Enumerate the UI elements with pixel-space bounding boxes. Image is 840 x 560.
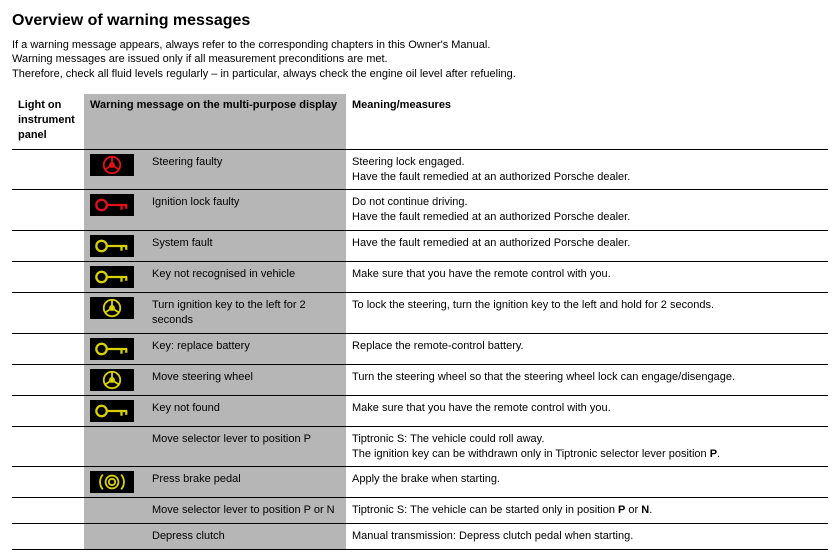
light-cell	[12, 395, 84, 426]
light-cell	[12, 426, 84, 467]
meaning-cell: Do not continue driving.Have the fault r…	[346, 190, 828, 231]
light-cell	[12, 498, 84, 524]
message-cell: Move selector lever to position P or N	[146, 498, 346, 524]
warning-table: Light on instrument panel Warning messag…	[12, 94, 828, 550]
icon-cell	[84, 333, 146, 364]
intro-block: If a warning message appears, always ref…	[12, 38, 828, 83]
steering-icon	[90, 369, 134, 391]
steering-icon	[90, 154, 134, 176]
key-icon	[90, 235, 134, 257]
table-row: Move steering wheelTurn the steering whe…	[12, 364, 828, 395]
light-cell	[12, 149, 84, 190]
light-cell	[12, 524, 84, 550]
table-row: Move selector lever to position P or NTi…	[12, 498, 828, 524]
table-row: Depress clutchManual transmission: Depre…	[12, 524, 828, 550]
table-row: Key not recognised in vehicleMake sure t…	[12, 262, 828, 293]
icon-cell	[84, 524, 146, 550]
message-cell: Steering faulty	[146, 149, 346, 190]
light-cell	[12, 262, 84, 293]
meaning-cell: Tiptronic S: The vehicle could roll away…	[346, 426, 828, 467]
meaning-cell: Make sure that you have the remote contr…	[346, 262, 828, 293]
meaning-cell: Apply the brake when starting.	[346, 467, 828, 498]
light-cell	[12, 293, 84, 334]
table-row: Move selector lever to position PTiptron…	[12, 426, 828, 467]
message-cell: System fault	[146, 231, 346, 262]
header-message: Warning message on the multi-purpose dis…	[84, 94, 346, 149]
icon-cell	[84, 395, 146, 426]
icon-cell	[84, 293, 146, 334]
light-cell	[12, 231, 84, 262]
table-row: Key: replace batteryReplace the remote-c…	[12, 333, 828, 364]
icon-cell	[84, 364, 146, 395]
message-cell: Press brake pedal	[146, 467, 346, 498]
icon-cell	[84, 190, 146, 231]
meaning-cell: Tiptronic S: The vehicle can be started …	[346, 498, 828, 524]
key-icon	[90, 194, 134, 216]
table-row: Ignition lock faultyDo not continue driv…	[12, 190, 828, 231]
table-row: System faultHave the fault remedied at a…	[12, 231, 828, 262]
message-cell: Ignition lock faulty	[146, 190, 346, 231]
meaning-cell: Replace the remote-control battery.	[346, 333, 828, 364]
message-cell: Move selector lever to position P	[146, 426, 346, 467]
intro-line: If a warning message appears, always ref…	[12, 38, 828, 53]
message-cell: Move steering wheel	[146, 364, 346, 395]
page-title: Overview of warning messages	[12, 10, 828, 32]
light-cell	[12, 364, 84, 395]
intro-line: Therefore, check all fluid levels regula…	[12, 67, 828, 82]
meaning-cell: Make sure that you have the remote contr…	[346, 395, 828, 426]
table-row: Turn ignition key to the left for 2 seco…	[12, 293, 828, 334]
message-cell: Key not found	[146, 395, 346, 426]
meaning-cell: Steering lock engaged.Have the fault rem…	[346, 149, 828, 190]
header-meaning: Meaning/measures	[346, 94, 828, 149]
meaning-cell: Turn the steering wheel so that the stee…	[346, 364, 828, 395]
light-cell	[12, 467, 84, 498]
icon-cell	[84, 149, 146, 190]
steering-icon	[90, 297, 134, 319]
icon-cell	[84, 231, 146, 262]
key-icon	[90, 338, 134, 360]
icon-cell	[84, 467, 146, 498]
meaning-cell: To lock the steering, turn the ignition …	[346, 293, 828, 334]
meaning-cell: Manual transmission: Depress clutch peda…	[346, 524, 828, 550]
key-icon	[90, 266, 134, 288]
light-cell	[12, 190, 84, 231]
table-row: Key not foundMake sure that you have the…	[12, 395, 828, 426]
intro-line: Warning messages are issued only if all …	[12, 52, 828, 67]
icon-cell	[84, 262, 146, 293]
table-row: Press brake pedalApply the brake when st…	[12, 467, 828, 498]
message-cell: Depress clutch	[146, 524, 346, 550]
header-light: Light on instrument panel	[12, 94, 84, 149]
light-cell	[12, 333, 84, 364]
brake-icon	[90, 471, 134, 493]
message-cell: Key not recognised in vehicle	[146, 262, 346, 293]
message-cell: Turn ignition key to the left for 2 seco…	[146, 293, 346, 334]
meaning-cell: Have the fault remedied at an authorized…	[346, 231, 828, 262]
icon-cell	[84, 426, 146, 467]
key-icon	[90, 400, 134, 422]
table-row: Steering faultySteering lock engaged.Hav…	[12, 149, 828, 190]
icon-cell	[84, 498, 146, 524]
message-cell: Key: replace battery	[146, 333, 346, 364]
